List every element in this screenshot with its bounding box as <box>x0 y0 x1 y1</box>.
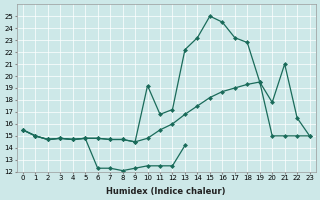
X-axis label: Humidex (Indice chaleur): Humidex (Indice chaleur) <box>107 187 226 196</box>
